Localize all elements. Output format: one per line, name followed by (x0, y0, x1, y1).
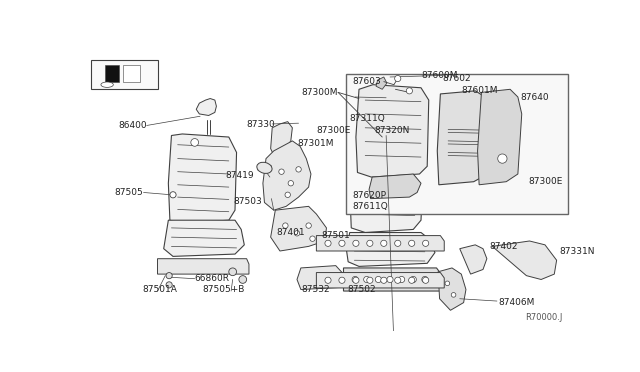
Circle shape (367, 277, 373, 283)
Polygon shape (316, 273, 444, 288)
Polygon shape (477, 89, 522, 185)
Text: 87406M: 87406M (499, 298, 535, 307)
Circle shape (395, 76, 401, 81)
Circle shape (375, 276, 381, 283)
Ellipse shape (257, 162, 272, 173)
Circle shape (339, 277, 345, 283)
Circle shape (422, 277, 429, 283)
Text: 87401: 87401 (277, 228, 305, 237)
Text: 87532: 87532 (301, 285, 330, 294)
Circle shape (239, 276, 246, 283)
Text: 87300E: 87300E (528, 177, 563, 186)
Circle shape (285, 192, 291, 198)
Circle shape (353, 277, 359, 283)
Circle shape (166, 273, 172, 279)
Circle shape (422, 240, 429, 246)
Polygon shape (349, 131, 424, 232)
Circle shape (399, 276, 404, 283)
Text: 87300E: 87300E (316, 126, 351, 135)
Text: 87330: 87330 (246, 120, 275, 129)
Polygon shape (297, 266, 345, 289)
Circle shape (498, 154, 507, 163)
Text: 86400: 86400 (118, 121, 147, 130)
Circle shape (387, 276, 393, 283)
Text: 87311Q: 87311Q (349, 114, 385, 123)
Circle shape (451, 293, 456, 297)
Circle shape (283, 223, 288, 228)
Circle shape (422, 276, 428, 283)
Polygon shape (271, 206, 326, 251)
Text: 87320N: 87320N (374, 126, 410, 135)
Polygon shape (91, 60, 157, 89)
Circle shape (325, 277, 331, 283)
Text: 87300M: 87300M (301, 88, 337, 97)
Text: R70000.J: R70000.J (525, 313, 563, 322)
Circle shape (381, 240, 387, 246)
Text: 87640: 87640 (520, 93, 549, 102)
Polygon shape (492, 241, 557, 279)
Text: 87301M: 87301M (297, 139, 333, 148)
Circle shape (353, 240, 359, 246)
Text: 66860R: 66860R (195, 274, 230, 283)
Text: 87402: 87402 (489, 242, 518, 251)
Circle shape (166, 282, 172, 288)
Text: 87620P: 87620P (353, 191, 387, 200)
Polygon shape (369, 174, 421, 199)
Circle shape (445, 281, 450, 286)
Text: 87505: 87505 (115, 188, 143, 197)
Circle shape (406, 88, 412, 94)
Text: 87600M: 87600M (421, 71, 458, 80)
Circle shape (352, 276, 358, 283)
Circle shape (410, 276, 417, 283)
Polygon shape (196, 99, 216, 115)
Circle shape (288, 180, 294, 186)
Circle shape (294, 231, 300, 236)
Polygon shape (437, 91, 491, 185)
Ellipse shape (101, 82, 113, 87)
Text: 87331N: 87331N (559, 247, 595, 256)
Circle shape (339, 240, 345, 246)
Circle shape (381, 277, 387, 283)
Circle shape (279, 169, 284, 174)
Polygon shape (438, 268, 466, 310)
Polygon shape (168, 134, 237, 223)
Circle shape (306, 223, 311, 228)
Text: 87501: 87501 (322, 231, 351, 240)
Circle shape (296, 167, 301, 172)
Polygon shape (460, 245, 487, 274)
Polygon shape (271, 122, 292, 158)
Circle shape (364, 276, 370, 283)
Circle shape (408, 277, 415, 283)
Circle shape (367, 240, 373, 246)
Text: 87419: 87419 (225, 171, 253, 180)
Circle shape (395, 277, 401, 283)
Circle shape (310, 236, 316, 241)
Text: 87501A: 87501A (142, 285, 177, 294)
Polygon shape (157, 259, 249, 274)
Polygon shape (164, 220, 244, 256)
Text: 87503: 87503 (234, 197, 262, 206)
Polygon shape (344, 268, 441, 291)
Polygon shape (124, 65, 140, 81)
Polygon shape (105, 65, 119, 81)
Text: 87601M: 87601M (461, 86, 498, 95)
Text: 87505+B: 87505+B (202, 285, 245, 294)
Text: 87502: 87502 (348, 285, 376, 294)
Polygon shape (263, 141, 311, 210)
Text: 87603: 87603 (353, 77, 381, 86)
Polygon shape (356, 85, 429, 177)
Circle shape (408, 240, 415, 246)
Circle shape (325, 240, 331, 246)
Text: 87611Q: 87611Q (353, 202, 388, 211)
Polygon shape (347, 232, 435, 266)
Circle shape (191, 139, 198, 146)
Polygon shape (346, 74, 568, 214)
Polygon shape (376, 77, 387, 89)
Polygon shape (316, 235, 444, 251)
Text: 87602: 87602 (443, 74, 471, 83)
Circle shape (229, 268, 237, 276)
Circle shape (170, 192, 176, 198)
Circle shape (395, 240, 401, 246)
